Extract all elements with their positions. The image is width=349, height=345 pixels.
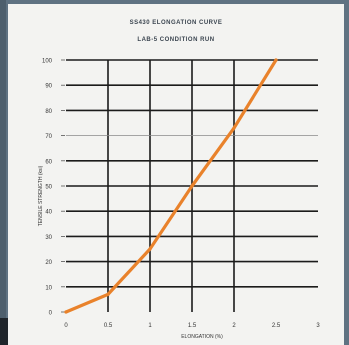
x-tick-label: 2.5 xyxy=(272,323,281,329)
y-tick-label: 60 xyxy=(45,159,52,165)
data-point xyxy=(190,184,194,188)
x-tick-label: 2 xyxy=(232,323,236,329)
data-point xyxy=(148,247,152,251)
y-tick-label: 90 xyxy=(45,84,52,90)
y-tick-label: 30 xyxy=(45,235,52,241)
data-point xyxy=(232,126,236,130)
y-tick-label: 70 xyxy=(45,134,52,140)
y-tick-label: 50 xyxy=(45,185,52,191)
data-point xyxy=(64,310,68,314)
y-tick-label: 80 xyxy=(45,109,52,115)
x-tick-label: 3 xyxy=(316,323,320,329)
x-axis-label: ELONGATION (%) xyxy=(181,334,223,340)
chart-title: SS430 ELONGATION CURVE xyxy=(129,20,223,26)
x-tick-label: 0 xyxy=(64,323,68,329)
x-tick-label: 0.5 xyxy=(104,323,113,329)
x-tick-label: 1.5 xyxy=(188,323,197,329)
chart-paper: SS430 ELONGATION CURVE LAB-5 CONDITION R… xyxy=(8,4,344,345)
y-tick-label: 0 xyxy=(49,311,53,317)
x-tick-label: 1 xyxy=(148,323,152,329)
y-tick-label: 100 xyxy=(42,59,53,65)
y-tick-label: 40 xyxy=(45,210,52,216)
y-axis-label: TENSILE STRENGTH (ksi) xyxy=(38,165,44,226)
chart-subtitle: LAB-5 CONDITION RUN xyxy=(137,37,215,43)
y-tick-label: 20 xyxy=(45,260,52,266)
background-edge xyxy=(0,0,6,345)
data-point xyxy=(274,58,278,62)
series-line xyxy=(64,58,278,314)
data-point xyxy=(106,292,110,296)
y-tick-label: 10 xyxy=(45,285,52,291)
